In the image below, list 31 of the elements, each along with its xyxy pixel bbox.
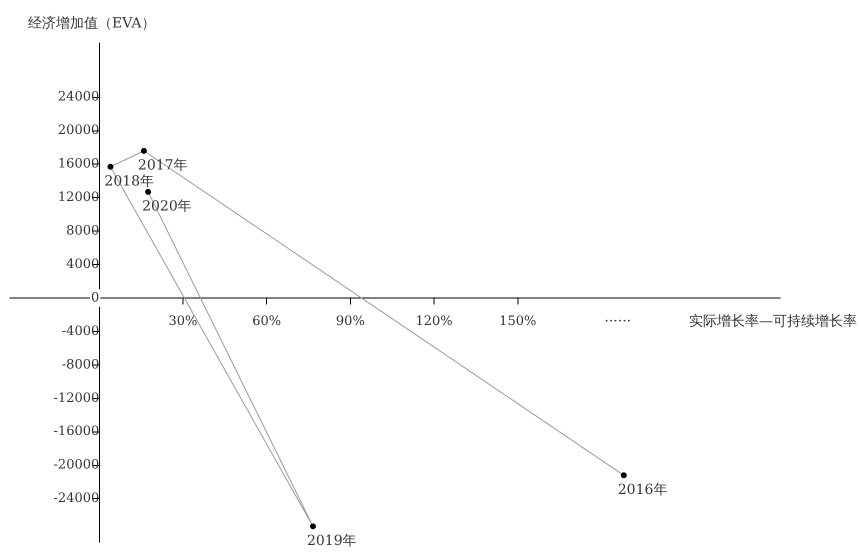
x-axis-title: 实际增长率—可持续增长率	[689, 314, 857, 330]
y-tick-label: 20000	[58, 123, 100, 138]
annotation: 2016年	[618, 482, 668, 498]
y-tick-label: 4000	[66, 256, 100, 272]
point	[310, 523, 316, 530]
y-tick-label: -24000	[54, 491, 100, 506]
y-tick-label: 16000	[58, 156, 100, 172]
y-tick-label: 12000	[58, 190, 100, 206]
y-tick-label: -20000	[54, 458, 100, 473]
x-tick-label: 30%	[168, 314, 198, 330]
point	[620, 472, 627, 478]
x-tick-label: 90%	[336, 314, 365, 330]
annotation: 2018年	[104, 173, 154, 190]
y-tick-label: -4000	[62, 324, 100, 339]
y-tick-label: 0	[90, 290, 100, 306]
y-tick-label: -8000	[62, 357, 100, 372]
y-tick-label: 8000	[66, 224, 100, 239]
annotation: ······	[604, 314, 632, 330]
y-axis-title: 经济增加值（EVA）	[28, 16, 156, 32]
annotation: 2019年	[306, 532, 357, 549]
x-tick-label: 150%	[499, 314, 536, 330]
point	[140, 148, 147, 154]
y-tick-label: -12000	[54, 390, 100, 406]
annotation: 2017年	[138, 158, 188, 174]
point	[107, 164, 114, 170]
y-tick-label: -16000	[54, 424, 100, 440]
x-tick-label: 60%	[252, 314, 282, 330]
annotation: 2020年	[142, 198, 192, 214]
x-tick-label: 120%	[415, 314, 453, 330]
point	[145, 188, 152, 195]
y-tick-label: 24000	[58, 90, 100, 105]
